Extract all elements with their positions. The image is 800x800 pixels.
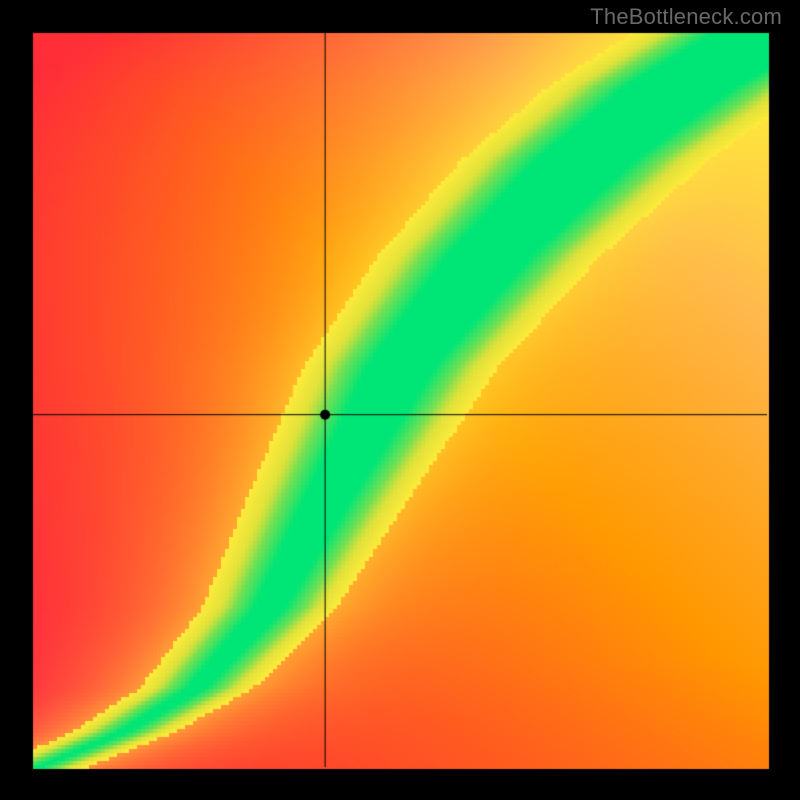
watermark-text: TheBottleneck.com bbox=[590, 4, 782, 30]
bottleneck-heatmap bbox=[0, 0, 800, 800]
